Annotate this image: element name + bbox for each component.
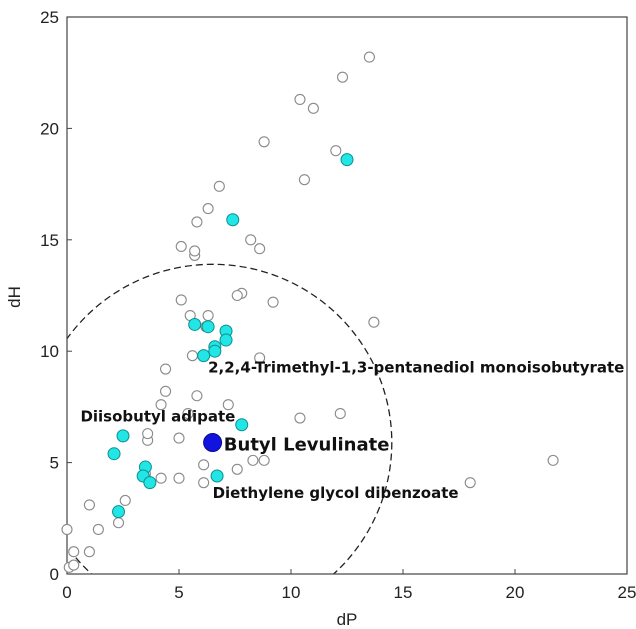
cyan-solvent-point [197,349,211,363]
grey-solvent-point [231,289,243,302]
grey-solvent-point [83,499,95,511]
x-tick-label: 5 [174,583,183,602]
cyan-solvent-point [226,213,240,227]
x-tick-label: 10 [282,583,301,602]
cyan-solvent-point [210,469,224,483]
grey-solvent-point [330,145,342,157]
y-tick-label: 5 [50,454,59,473]
grey-solvent-point [222,399,234,411]
grey-solvent-point [186,350,198,362]
x-tick-label: 25 [618,583,636,602]
grey-solvent-point [155,472,167,484]
annotation-layer: 2,2,4-Trimethyl-1,3-pentanediol monoisob… [80,358,624,502]
solubility-sphere-layer [67,263,393,574]
grey-solvent-point [245,234,257,246]
y-axis-title: dH [5,286,24,308]
grey-solvent-point [160,385,172,397]
grey-solvent-point [213,180,225,192]
y-tick-label: 10 [40,342,59,361]
grey-solvent-point [254,243,266,255]
axis-ticks-layer: 0 5 10 15 20 25 0 5 10 15 20 25 [40,8,636,602]
grey-solvent-point [334,408,346,420]
grey-solvent-point [254,352,266,364]
data-points-layer [61,51,559,573]
cyan-solvent-point [235,418,249,432]
cyan-solvent-point [201,320,215,334]
annotation-label: Diethylene glycol dibenzoate [213,484,459,502]
grey-solvent-point [83,546,95,558]
grey-solvent-point [247,454,259,466]
y-tick-label: 20 [40,119,59,138]
grey-solvent-point [175,240,187,253]
grey-solvent-point [258,136,270,148]
grey-solvent-point [175,294,187,306]
grey-solvent-point [119,494,131,507]
grey-solvent-point [189,245,201,257]
cyan-solvent-point [116,429,130,443]
grey-solvent-point [202,203,214,215]
grey-solvent-point [198,459,210,471]
grey-solvent-point [191,390,203,402]
cyan-solvent-point [107,447,121,461]
cyan-solvent-point [143,476,157,490]
annotation-label: 2,2,4-Trimethyl-1,3-pentanediol monoisob… [208,358,624,376]
grey-solvent-point [464,477,476,489]
cyan-solvent-point [340,153,354,167]
grey-solvent-point [307,102,319,114]
y-tick-label: 15 [40,231,59,250]
grey-solvent-point [68,559,80,571]
grey-solvent-point [267,296,279,308]
grey-solvent-point [258,454,270,466]
butyl-levulinate-point [203,433,223,453]
cyan-solvent-point [208,344,222,358]
grey-solvent-point [61,523,73,535]
grey-solvent-point [92,523,104,535]
solubility-circle [67,263,393,574]
grey-solvent-point [231,463,243,475]
grey-solvent-point [336,71,349,83]
grey-solvent-point [294,93,306,105]
grey-solvent-point [363,51,375,63]
grey-solvent-point [198,477,210,489]
grey-solvent-point [368,316,380,328]
cyan-solvent-point [219,333,233,347]
grey-solvent-point [182,408,194,420]
grey-solvent-point [112,517,125,529]
grey-solvent-point [173,432,185,444]
grey-solvent-point [155,399,167,411]
y-tick-label: 25 [40,8,59,27]
annotation-label: Butyl Levulinate [224,434,390,455]
grey-solvent-point [191,216,203,228]
x-tick-label: 15 [394,583,413,602]
grey-solvent-point [173,472,185,484]
grey-solvent-point [298,174,310,186]
x-tick-label: 0 [62,583,71,602]
y-tick-label: 0 [50,565,59,584]
cyan-solvent-point [112,505,126,519]
grey-solvent-point [202,310,214,322]
grey-solvent-point [142,428,154,440]
x-tick-label: 20 [506,583,525,602]
grey-solvent-point [547,454,559,466]
grey-solvent-point [68,546,80,558]
cyan-solvent-point [188,317,202,331]
plot-area-frame [66,16,628,575]
x-axis-title: dP [337,610,358,629]
grey-solvent-point [294,412,306,424]
grey-solvent-point [160,363,172,375]
annotation-label: Diisobutyl adipate [80,407,235,425]
